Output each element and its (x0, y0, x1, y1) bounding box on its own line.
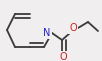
Text: O: O (59, 52, 67, 61)
Text: O: O (69, 23, 77, 33)
Text: N: N (43, 28, 51, 38)
